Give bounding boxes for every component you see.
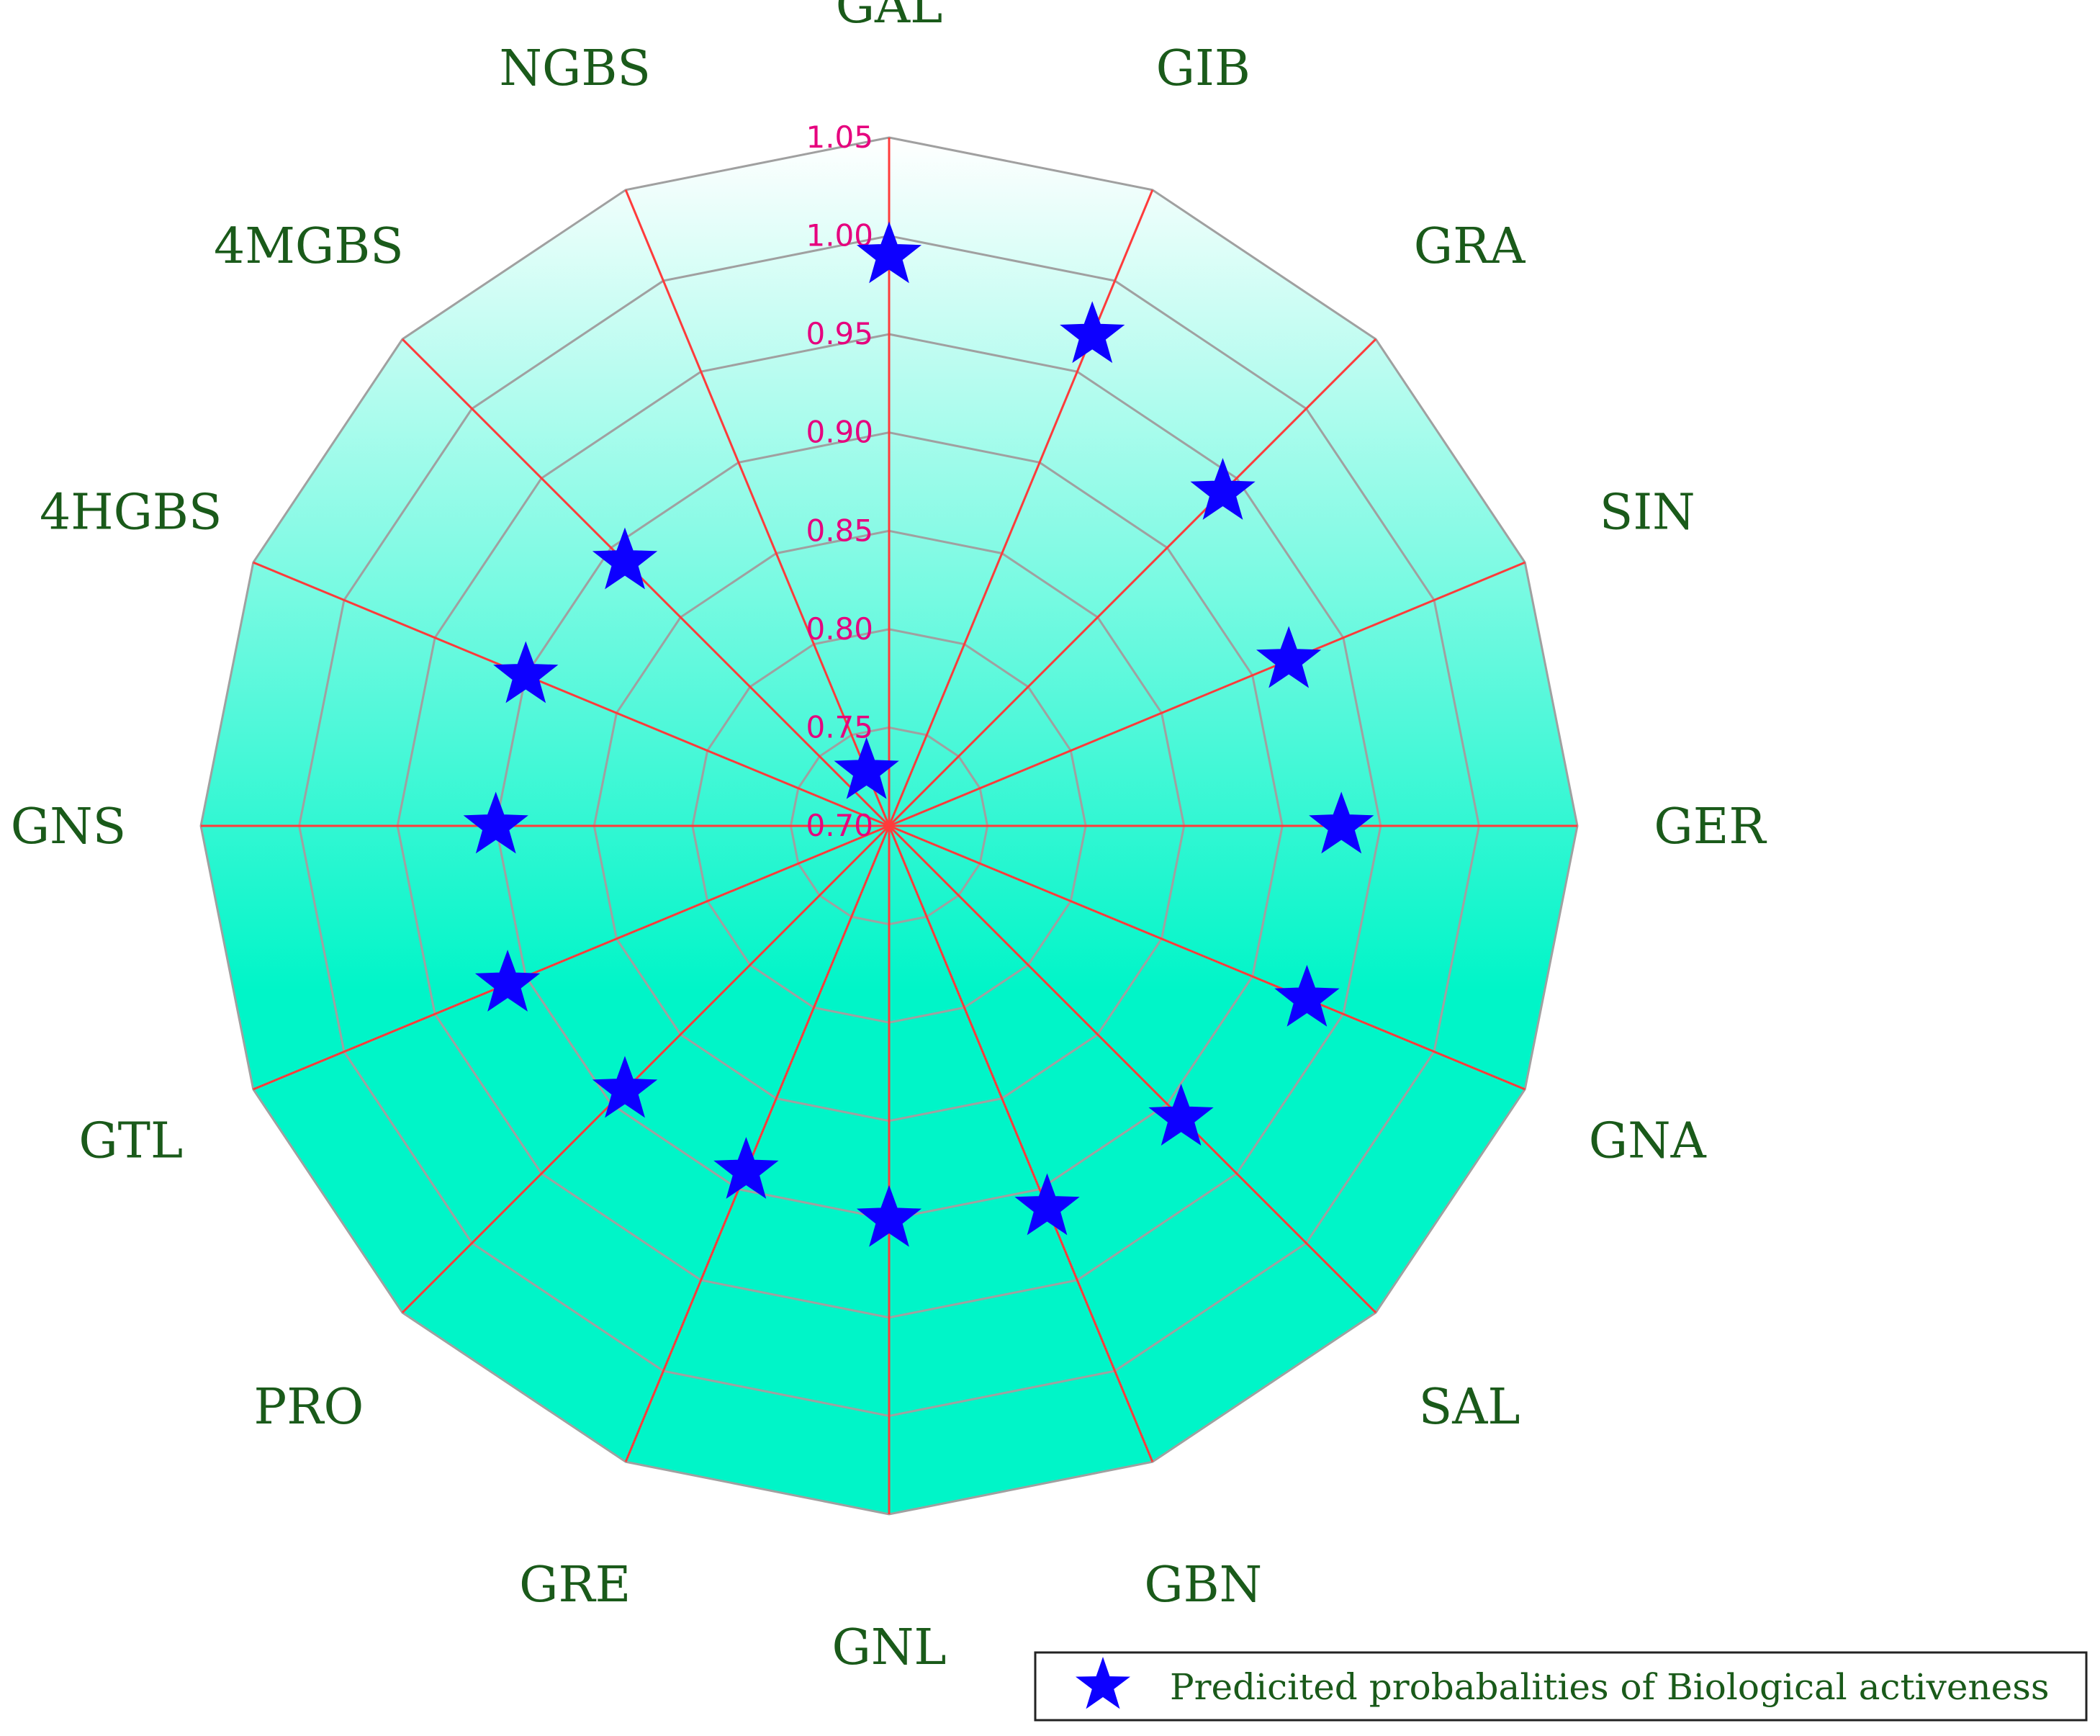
category-label: 4MGBS (214, 218, 404, 275)
axis-spoke (888, 824, 1377, 1314)
category-label: PRO (254, 1379, 364, 1436)
category-label: GNL (832, 1619, 947, 1676)
tick-labels: 0.700.750.800.850.900.951.001.05 (806, 120, 873, 843)
data-point-star (856, 1184, 922, 1247)
legend-label: Predicited probabalities of Biological a… (1170, 1666, 2050, 1708)
data-point-star (1190, 458, 1256, 520)
tick-label: 0.80 (806, 611, 873, 647)
category-label: GRE (519, 1557, 631, 1614)
tick-label: 0.95 (806, 316, 873, 351)
tick-label: 0.70 (806, 808, 873, 843)
axis-spoke (888, 338, 1377, 827)
axis-spoke (401, 824, 891, 1314)
tick-label: 0.85 (806, 513, 873, 548)
data-point-star (493, 641, 559, 703)
data-point-star (1060, 301, 1125, 364)
category-label: NGBS (500, 40, 651, 97)
legend: Predicited probabalities of Biological a… (1034, 1651, 2088, 1722)
axis-spoke (253, 824, 890, 1091)
category-label: GNA (1589, 1112, 1707, 1169)
data-point-star (1274, 964, 1340, 1027)
category-label: GAL (836, 0, 943, 35)
axis-spoke (888, 189, 1154, 827)
data-point-star (1309, 791, 1374, 854)
data-point-star (474, 950, 541, 1012)
legend-star-icon (1076, 1657, 1130, 1709)
axis-spoke (253, 561, 890, 827)
axis-spoke (401, 338, 891, 827)
data-point-star (592, 527, 658, 590)
axis-spoke (888, 825, 1154, 1462)
category-label: SIN (1600, 485, 1695, 541)
axis-spoke (624, 825, 891, 1462)
category-label: GRA (1414, 218, 1526, 275)
category-label: GTL (78, 1112, 183, 1169)
data-point-star (592, 1056, 658, 1118)
axis-lines (201, 138, 1577, 1514)
data-point-star (1014, 1173, 1080, 1236)
category-label: 4HGBS (40, 485, 222, 541)
data-point-star (463, 791, 528, 854)
category-label: SAL (1419, 1379, 1520, 1436)
data-point-star (713, 1137, 779, 1199)
data-point-star (856, 221, 922, 284)
legend-box (1034, 1651, 2088, 1722)
data-points (463, 221, 1374, 1247)
axis-spoke (888, 824, 1526, 1091)
axis-spoke (624, 189, 891, 827)
tick-label: 0.90 (806, 415, 873, 450)
category-label: GBN (1144, 1557, 1262, 1614)
axis-spoke (888, 561, 1526, 827)
category-label: GER (1654, 799, 1767, 855)
data-point-star (1256, 626, 1322, 688)
category-labels: GAL GIB GRA SIN GER GNA SAL GBN GNL GRE PRO GTL GNS 4… (11, 0, 1767, 1676)
category-label: GIB (1156, 40, 1250, 97)
data-point-star (834, 737, 899, 799)
tick-label: 1.05 (806, 120, 873, 155)
data-point-star (1148, 1084, 1214, 1146)
category-label: GNS (11, 799, 126, 855)
tick-label: 0.75 (806, 709, 873, 745)
